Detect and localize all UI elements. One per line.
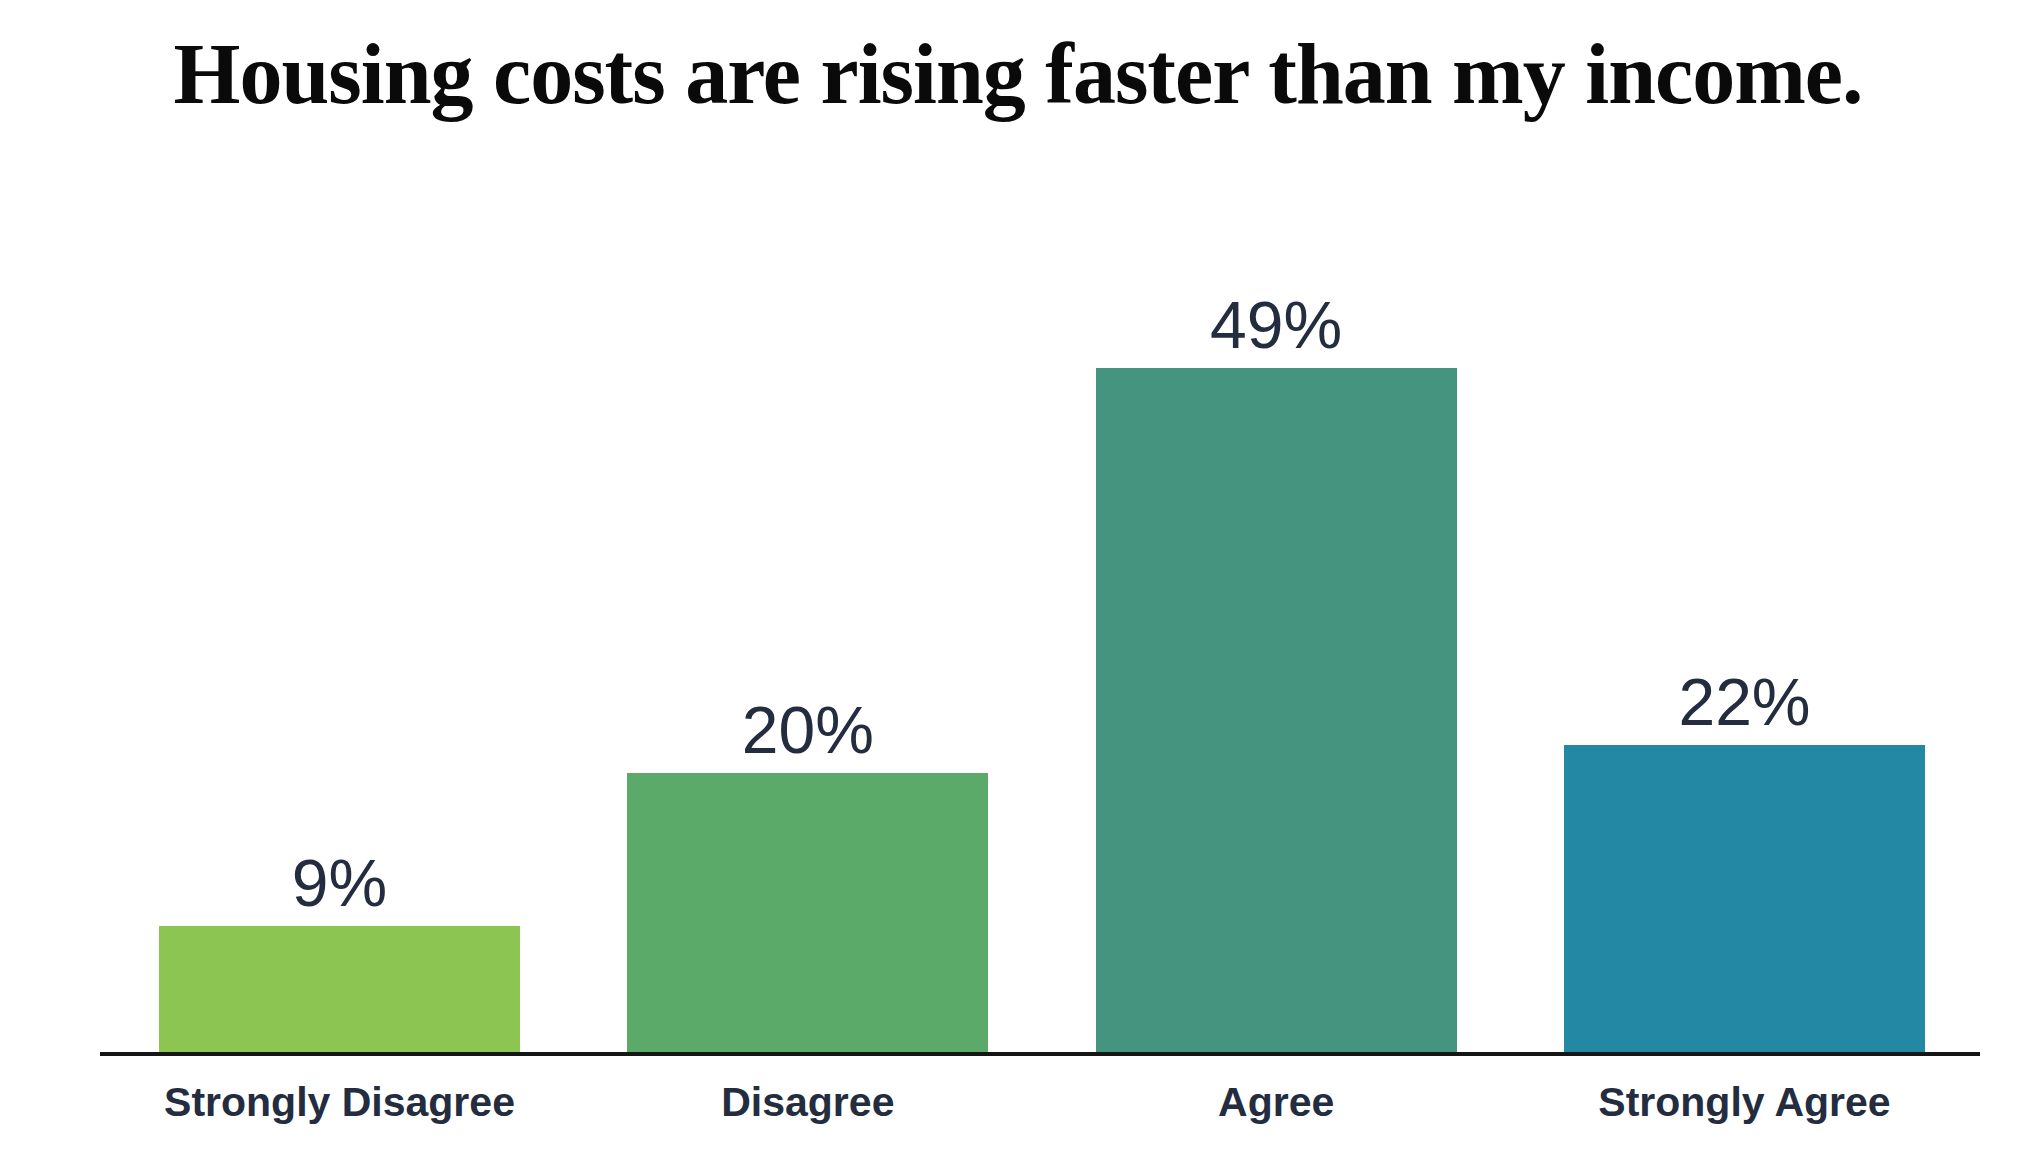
value-label: 9%: [292, 850, 387, 916]
category-label-strongly-disagree: Strongly Disagree: [159, 1080, 520, 1125]
bar-column-strongly-disagree: 9%: [159, 850, 520, 1052]
bar-column-strongly-agree: 22%: [1564, 669, 1925, 1052]
bar-column-agree: 49%: [1096, 292, 1457, 1052]
chart-canvas: Housing costs are rising faster than my …: [0, 0, 2036, 1164]
category-label-agree: Agree: [1096, 1080, 1457, 1125]
bar-agree: [1096, 368, 1457, 1052]
bar-strongly-disagree: [159, 926, 520, 1052]
category-labels-row: Strongly Disagree Disagree Agree Strongl…: [159, 1080, 1925, 1125]
bar-disagree: [627, 773, 988, 1052]
category-label-disagree: Disagree: [627, 1080, 988, 1125]
category-label-strongly-agree: Strongly Agree: [1564, 1080, 1925, 1125]
plot-area: 9% 20% 49% 22% Strongly Disagree Disagre…: [0, 0, 2036, 1164]
bar-strongly-agree: [1564, 745, 1925, 1052]
value-label: 22%: [1678, 669, 1810, 735]
bar-column-disagree: 20%: [627, 697, 988, 1052]
bars-row: 9% 20% 49% 22%: [159, 0, 1925, 1052]
x-axis-line: [100, 1052, 1980, 1056]
value-label: 20%: [742, 697, 874, 763]
value-label: 49%: [1210, 292, 1342, 358]
